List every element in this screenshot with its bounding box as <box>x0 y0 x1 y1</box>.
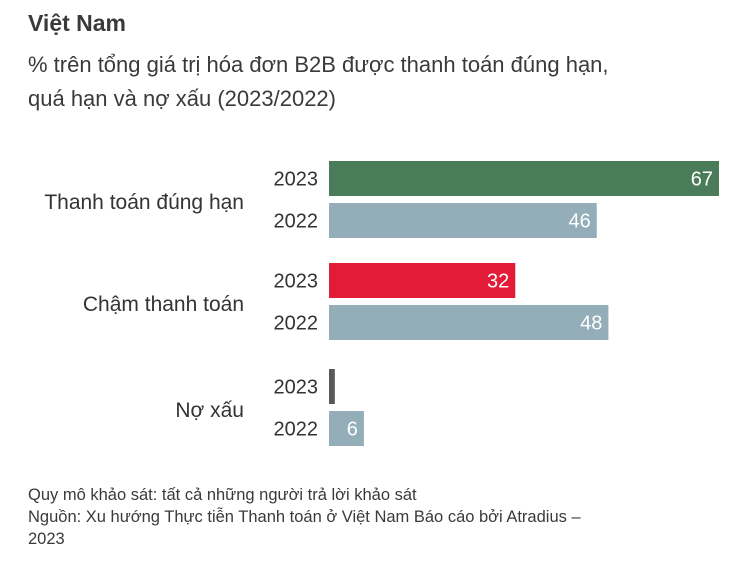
value-label-cham-thanh-toan-2022: 48 <box>580 313 602 335</box>
bar-cham-thanh-toan-2022 <box>329 305 609 340</box>
subtitle-line-1: % trên tổng giá trị hóa đơn B2B được tha… <box>28 52 609 77</box>
value-label-thanh-toan-dung-han-2023: 67 <box>691 169 713 191</box>
category-label-thanh-toan-dung-han: Thanh toán đúng hạn <box>44 191 244 214</box>
bar-thanh-toan-dung-han-2023 <box>329 161 719 196</box>
year-label-thanh-toan-dung-han-2023: 2023 <box>274 169 319 191</box>
bar-no-xau-2023 <box>329 369 335 404</box>
bar-no-xau-2022 <box>329 411 364 446</box>
bar-cham-thanh-toan-2023 <box>329 263 516 298</box>
bar-thanh-toan-dung-han-2022 <box>329 203 597 238</box>
value-label-no-xau-2023: 1 <box>318 377 329 399</box>
year-label-cham-thanh-toan-2023: 2023 <box>274 271 319 293</box>
chart-subtitle: % trên tổng giá trị hóa đơn B2B được tha… <box>28 48 718 116</box>
value-label-cham-thanh-toan-2023: 32 <box>487 271 509 293</box>
value-label-thanh-toan-dung-han-2022: 46 <box>569 211 591 233</box>
year-label-thanh-toan-dung-han-2022: 2022 <box>274 211 319 233</box>
chart-title: Việt Nam <box>28 10 127 36</box>
year-label-no-xau-2023: 2023 <box>274 377 319 399</box>
category-label-no-xau: Nợ xấu <box>175 399 244 422</box>
survey-scope-note: Quy mô khảo sát: tất cả những người trả … <box>28 486 417 504</box>
source-note-line-1: Nguồn: Xu hướng Thực tiễn Thanh toán ở V… <box>28 508 581 526</box>
value-label-no-xau-2022: 6 <box>347 419 358 441</box>
subtitle-line-2: quá hạn và nợ xấu (2023/2022) <box>28 86 336 111</box>
year-label-cham-thanh-toan-2022: 2022 <box>274 313 319 335</box>
source-note-line-2: 2023 <box>28 530 65 548</box>
bar-chart: Thanh toán đúng hạn 2023 67 2022 46 Chậm than… <box>44 161 719 446</box>
category-label-cham-thanh-toan: Chậm thanh toán <box>83 293 244 316</box>
year-label-no-xau-2022: 2022 <box>274 419 319 441</box>
chart-footer: Quy mô khảo sát: tất cả những người trả … <box>28 484 581 550</box>
